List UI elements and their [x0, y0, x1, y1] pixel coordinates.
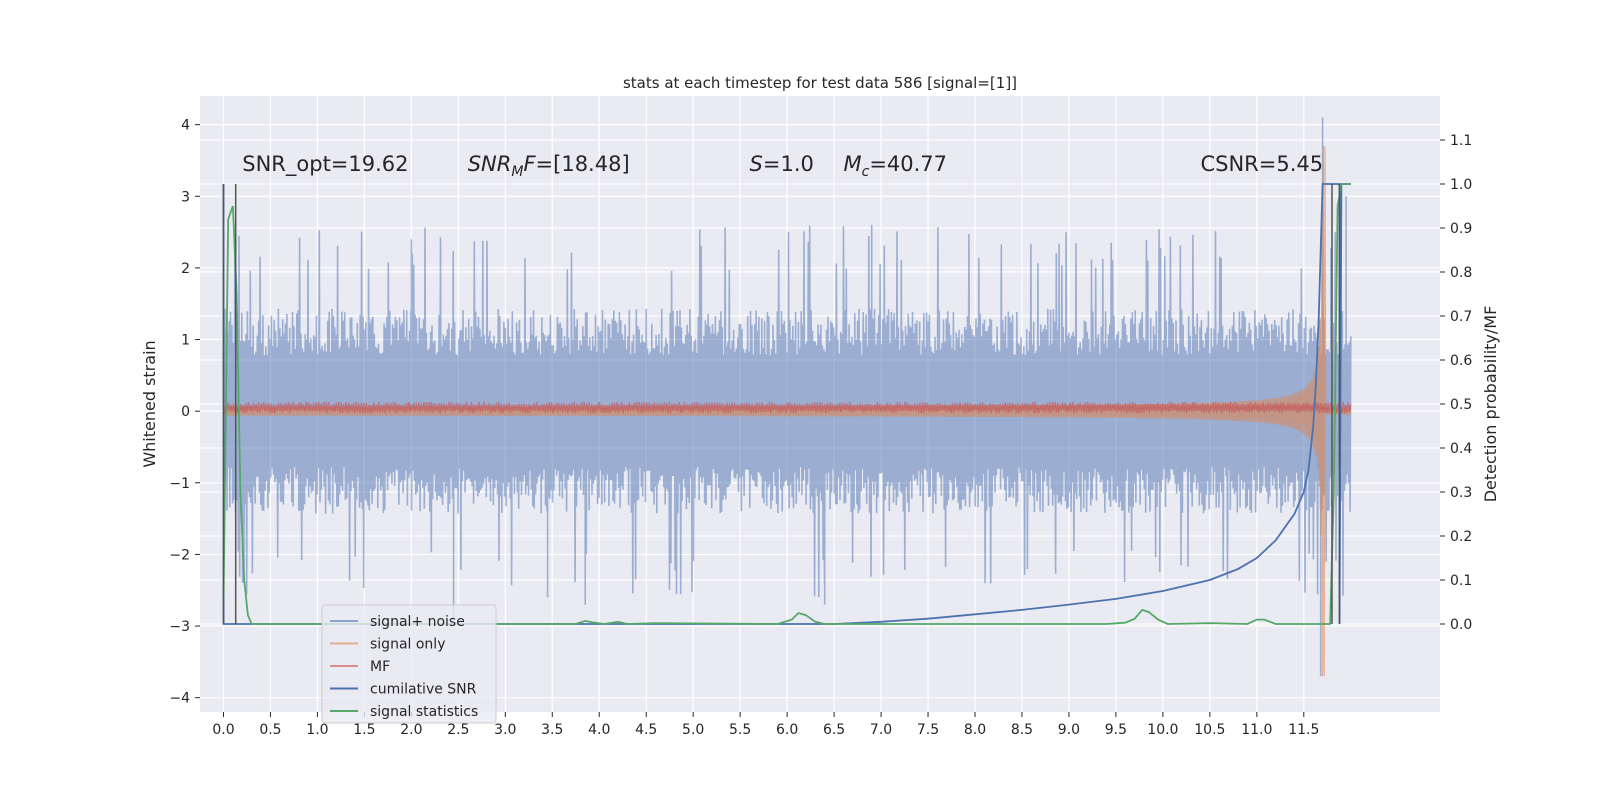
x-tick-label: 10.5 [1194, 722, 1225, 738]
x-tick-label: 8.5 [1011, 722, 1033, 738]
legend-label: signal+ noise [370, 614, 465, 630]
x-tick-label: 9.0 [1058, 722, 1080, 738]
x-tick-label: 11.5 [1288, 722, 1319, 738]
annotation-main: SNR_opt=19.62 [242, 152, 408, 177]
x-tick-label: 5.0 [682, 722, 704, 738]
y-tick-label: −2 [169, 547, 190, 563]
x-tick-label: 11.0 [1241, 722, 1272, 738]
legend: signal+ noise signal only MF cumilative SNR… [321, 604, 497, 724]
y-ticks: −4 −3 −2 −1 0 1 2 3 4 [169, 118, 200, 707]
y-right-tick-label: 0.3 [1450, 485, 1472, 501]
y-tick-label: −4 [169, 691, 190, 707]
annotation: S=1.0 [750, 152, 814, 176]
y-right-tick-label: 0.6 [1450, 353, 1472, 369]
y-right-axis-label: Detection probability/MF [1481, 306, 1500, 503]
annotation-sub: c [862, 164, 870, 180]
annotation: CSNR=5.45 [1200, 152, 1323, 176]
series-signal-statistics [222, 183, 1351, 625]
vertical-lines [222, 184, 1341, 624]
x-tick-label: 2.0 [400, 722, 422, 738]
x-tick-label: 4.5 [635, 722, 657, 738]
annotations: SNR_opt=19.62 SNRMF=[18.48] S=1.0 Mc=40.77 C… [242, 152, 1323, 180]
x-tick-label: 4.0 [588, 722, 610, 738]
y-right-tick-label: 0.4 [1450, 441, 1472, 457]
x-ticks: 0.0 0.5 1.0 1.5 2.0 2.5 3.0 3.5 4.0 4.5 5.0 5.5 6.0 6… [212, 712, 1319, 738]
y-right-ticks: 0.0 0.1 0.2 0.3 0.4 0.5 0.6 0.7 0.8 0.9 1.0 1.1 [1440, 133, 1472, 633]
legend-label: signal only [370, 637, 445, 653]
annotation-main: SNR [468, 152, 512, 176]
x-tick-label: 7.5 [917, 722, 939, 738]
annotation: Mc=40.77 [843, 152, 947, 180]
y-tick-label: 1 [181, 333, 190, 349]
x-tick-label: 6.5 [823, 722, 845, 738]
y-axis-label: Whitened strain [140, 340, 159, 467]
y-tick-label: 0 [181, 404, 190, 420]
plot-clipped-group [222, 117, 1352, 677]
y-right-tick-label: 0.0 [1450, 617, 1472, 633]
y-tick-label: −1 [169, 476, 190, 492]
annotation: SNR_opt=19.62 [242, 152, 408, 177]
x-tick-label: 8.0 [964, 722, 986, 738]
y-tick-label: 2 [181, 261, 190, 277]
series-cumilative-snr [222, 183, 1351, 625]
x-tick-label: 5.5 [729, 722, 751, 738]
annotation-rest: =[18.48] [536, 152, 630, 176]
x-tick-label: 1.5 [353, 722, 375, 738]
series-signal-noise [222, 117, 1352, 677]
y-tick-label: 4 [181, 118, 190, 134]
legend-box [321, 604, 497, 724]
y-tick-label: 3 [181, 189, 190, 205]
x-tick-label: 1.0 [306, 722, 328, 738]
annotation-sub: M [511, 164, 523, 180]
y-right-tick-label: 0.7 [1450, 309, 1472, 325]
legend-label: MF [370, 659, 390, 675]
x-tick-label: 7.0 [870, 722, 892, 738]
y-tick-label: −3 [169, 619, 190, 635]
annotation-main: S [750, 152, 763, 176]
annotation-main: CSNR=5.45 [1200, 152, 1323, 176]
chart-title: stats at each timestep for test data 586… [623, 74, 1017, 92]
x-tick-label: 9.5 [1105, 722, 1127, 738]
annotation-rest: F [523, 152, 536, 176]
y-right-tick-label: 0.1 [1450, 573, 1472, 589]
series-layer [222, 117, 1352, 677]
x-tick-label: 10.0 [1147, 722, 1178, 738]
y-right-tick-label: 0.5 [1450, 397, 1472, 413]
y-right-tick-label: 1.1 [1450, 133, 1472, 149]
y-right-tick-label: 0.2 [1450, 529, 1472, 545]
y-right-tick-label: 0.9 [1450, 221, 1472, 237]
x-tick-label: 2.5 [447, 722, 469, 738]
series-mf [222, 401, 1352, 414]
y-right-tick-label: 0.8 [1450, 265, 1472, 281]
legend-label: signal statistics [370, 704, 478, 720]
annotation: SNRMF=[18.48] [468, 152, 630, 180]
annotation-rest: =1.0 [763, 152, 814, 176]
y-right-tick-label: 1.0 [1450, 177, 1472, 193]
annotation-rest: =40.77 [869, 152, 947, 176]
x-tick-label: 3.0 [494, 722, 516, 738]
x-tick-label: 3.5 [541, 722, 563, 738]
annotation-main: M [843, 152, 861, 176]
x-tick-label: 6.0 [776, 722, 798, 738]
legend-label: cumilative SNR [370, 682, 477, 698]
x-tick-label: 0.5 [259, 722, 281, 738]
x-tick-label: 0.0 [212, 722, 234, 738]
